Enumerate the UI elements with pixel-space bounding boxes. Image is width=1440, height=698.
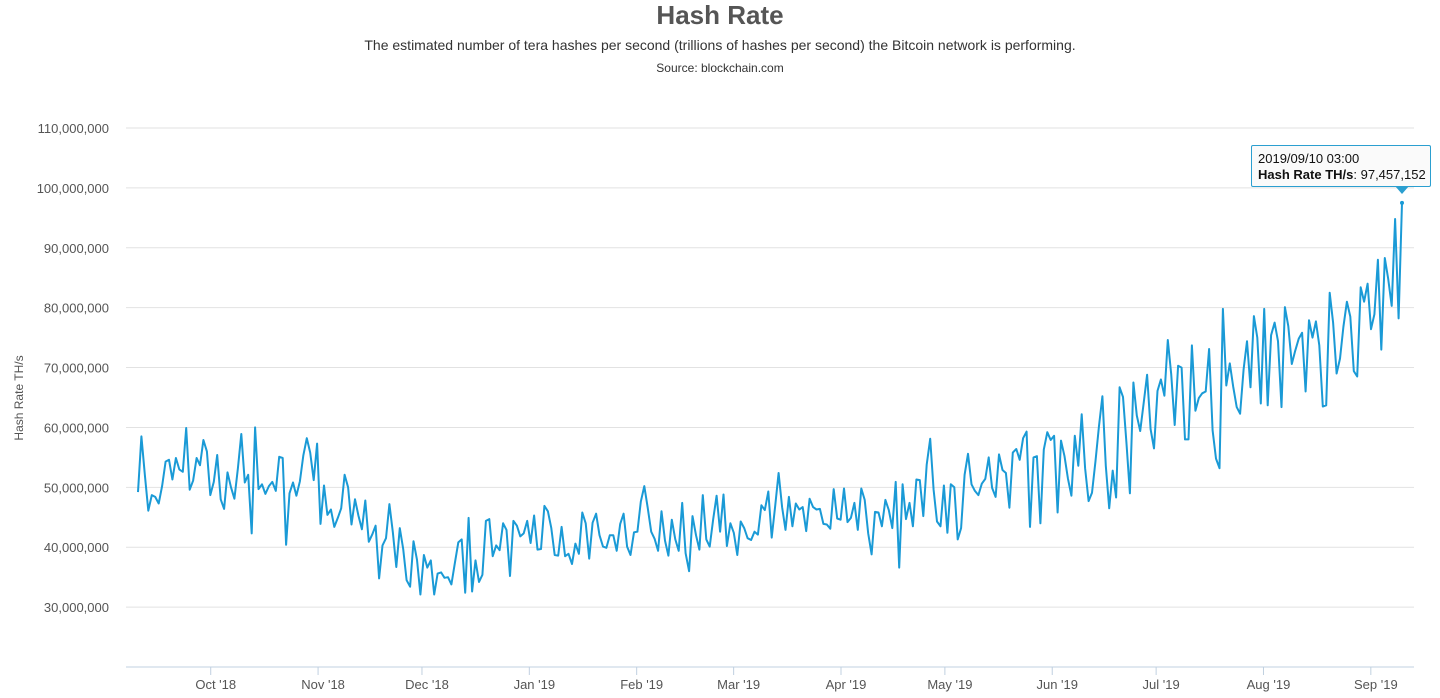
chart-title: Hash Rate (656, 0, 784, 30)
x-tick-label: Oct '18 (195, 677, 236, 692)
x-tick-label: Jun '19 (1036, 677, 1078, 692)
x-tick-label: Dec '18 (405, 677, 449, 692)
x-tick-label: Aug '19 (1247, 677, 1291, 692)
y-tick-label: 60,000,000 (44, 420, 109, 435)
grid-lines (126, 127, 1414, 608)
y-tick-label: 70,000,000 (44, 361, 109, 376)
highlighted-point[interactable] (1400, 200, 1404, 205)
y-tick-label: 40,000,000 (44, 540, 109, 555)
y-tick-label: 90,000,000 (44, 241, 109, 256)
y-tick-label: 80,000,000 (44, 301, 109, 316)
y-tick-label: 100,000,000 (37, 181, 109, 196)
tooltip-arrow (1395, 186, 1409, 194)
series-line-hash-rate[interactable] (137, 202, 1403, 596)
x-tick-label: May '19 (927, 677, 972, 692)
x-tick-label: Mar '19 (717, 677, 760, 692)
chart-source: Source: blockchain.com (656, 61, 784, 75)
y-tick-label: 30,000,000 (44, 600, 109, 615)
x-tick-label: Sep '19 (1354, 677, 1398, 692)
y-axis-ticks: 30,000,000 40,000,000 50,000,000 60,000,000… (37, 121, 109, 615)
x-tick-label: Nov '18 (301, 677, 345, 692)
x-tick-label: Feb '19 (620, 677, 663, 692)
y-axis-label: Hash Rate TH/s (12, 355, 26, 440)
x-axis-ticks: Oct '18 Nov '18 Dec '18 Jan '19 Feb '19 Mar '… (195, 667, 1398, 692)
tooltip-value: 97,457,152 (1360, 167, 1426, 182)
x-tick-label: Apr '19 (826, 677, 867, 692)
y-tick-label: 110,000,000 (38, 121, 109, 136)
tooltip: 2019/09/10 03:00 Hash Rate TH/s: 97,457,… (1251, 145, 1431, 187)
x-tick-label: Jul '19 (1143, 677, 1180, 692)
y-tick-label: 50,000,000 (44, 480, 109, 495)
chart-subtitle: The estimated number of tera hashes per … (364, 37, 1076, 53)
x-tick-label: Jan '19 (514, 677, 556, 692)
tooltip-label: Hash Rate TH/s (1258, 167, 1354, 182)
tooltip-date: 2019/09/10 03:00 (1258, 151, 1360, 166)
series-group (137, 200, 1404, 596)
tooltip-value-row: Hash Rate TH/s: 97,457,152 (1258, 167, 1426, 182)
